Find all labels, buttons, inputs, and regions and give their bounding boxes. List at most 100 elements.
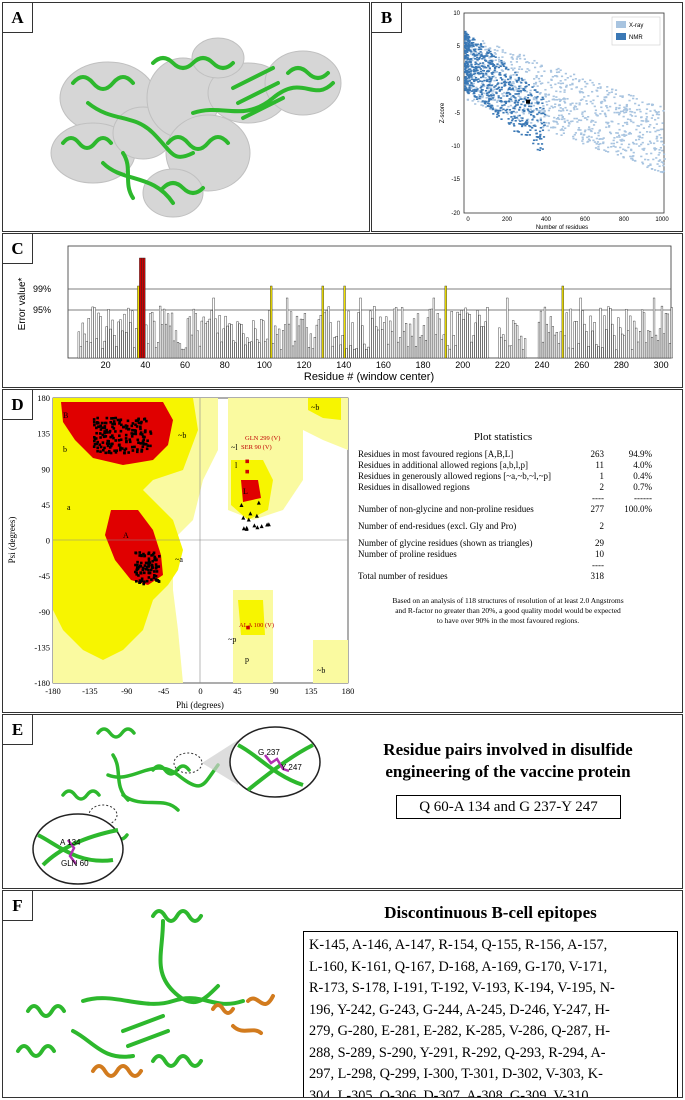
rama-point: [127, 427, 130, 431]
nmr-point: [499, 100, 502, 102]
nmr-point: [519, 90, 523, 92]
rama-point: [115, 449, 119, 452]
errat-bar: [456, 311, 459, 359]
errat-bar: [254, 328, 257, 359]
xray-point: [481, 82, 484, 85]
xray-point: [622, 148, 625, 151]
xray-point: [540, 121, 543, 124]
xray-point: [623, 135, 626, 137]
errat-bar: [631, 349, 634, 359]
errat-bar: [605, 329, 608, 359]
xray-point: [555, 90, 558, 93]
rama-region-label: ~b: [178, 431, 186, 440]
xray-point: [478, 53, 482, 56]
xray-point: [629, 118, 632, 121]
errat-bar: [365, 349, 368, 359]
nmr-point: [480, 72, 483, 75]
nmr-point: [490, 77, 493, 80]
xray-point: [575, 117, 578, 120]
xray-point: [653, 127, 656, 129]
nmr-point: [480, 90, 483, 92]
xray-point: [469, 53, 473, 55]
xray-point: [603, 96, 606, 99]
nmr-point: [464, 46, 467, 49]
xray-point: [487, 80, 490, 82]
xray-point: [645, 153, 648, 155]
xray-point: [494, 59, 497, 62]
errat-bar: [385, 316, 388, 359]
xray-point: [488, 82, 491, 85]
nmr-point: [503, 83, 506, 85]
xray-point: [532, 104, 536, 107]
xray-point: [510, 96, 513, 99]
nmr-point: [535, 107, 538, 110]
xray-point: [590, 136, 593, 138]
rama-point: [120, 423, 123, 427]
errat-bar: [585, 331, 588, 359]
nmr-point: [491, 97, 495, 99]
nmr-point: [488, 99, 491, 101]
xray-point: [587, 95, 590, 97]
xray-point: [621, 134, 624, 136]
nmr-point: [492, 94, 495, 96]
rama-point: [122, 425, 125, 429]
nmr-point: [486, 105, 489, 107]
errat-bar: [313, 337, 316, 359]
rama-point: [138, 551, 142, 554]
rama-region-label: a: [67, 503, 71, 512]
nmr-point: [498, 90, 501, 92]
nmr-point: [508, 93, 511, 95]
xtick: 45: [233, 686, 242, 696]
nmr-point: [517, 90, 521, 93]
nmr-point: [482, 74, 485, 77]
nmr-point: [470, 44, 473, 47]
errat-bar: [212, 297, 215, 359]
errat-bar: [371, 317, 374, 359]
xray-point: [522, 54, 526, 57]
errat-bar: [79, 346, 82, 359]
xray-point: [605, 121, 608, 124]
xray-point: [484, 48, 487, 51]
rama-point: [118, 434, 121, 438]
nmr-point: [490, 72, 493, 74]
xtick: -180: [45, 686, 61, 696]
errat-bar: [341, 335, 344, 359]
nmr-point: [535, 132, 538, 135]
rama-point: [141, 435, 145, 438]
nmr-point: [472, 45, 475, 48]
rama-point: [147, 551, 151, 555]
xray-point: [517, 95, 520, 97]
errat-bar: [395, 307, 398, 359]
xray-point: [625, 107, 628, 110]
xray-point: [539, 82, 543, 85]
xray-point: [559, 86, 563, 89]
nmr-point: [530, 111, 533, 114]
errat-bar: [518, 339, 521, 359]
xtick: 200: [502, 217, 513, 223]
xray-point: [549, 126, 553, 129]
nmr-point: [497, 95, 500, 97]
nmr-point: [517, 78, 521, 80]
rama-point: [135, 450, 139, 454]
xray-point: [626, 123, 629, 126]
xray-point: [610, 142, 613, 145]
nmr-point: [497, 109, 500, 112]
xray-point: [557, 82, 560, 84]
nmr-point: [472, 44, 475, 46]
xray-point: [478, 94, 481, 96]
errat-bar: [248, 342, 251, 359]
xray-point: [654, 130, 657, 133]
xray-point: [631, 157, 634, 160]
errat-bar: [335, 336, 338, 359]
errat-bar: [430, 308, 433, 359]
xray-point: [570, 88, 573, 90]
nmr-point: [489, 105, 492, 107]
nmr-point: [465, 42, 468, 44]
xtick: 180: [342, 686, 355, 696]
rama-point: [139, 432, 142, 436]
xray-point: [487, 78, 490, 81]
xray-point: [617, 123, 620, 125]
errat-bar: [99, 316, 102, 359]
xray-point: [662, 153, 666, 156]
nmr-point: [508, 123, 511, 125]
